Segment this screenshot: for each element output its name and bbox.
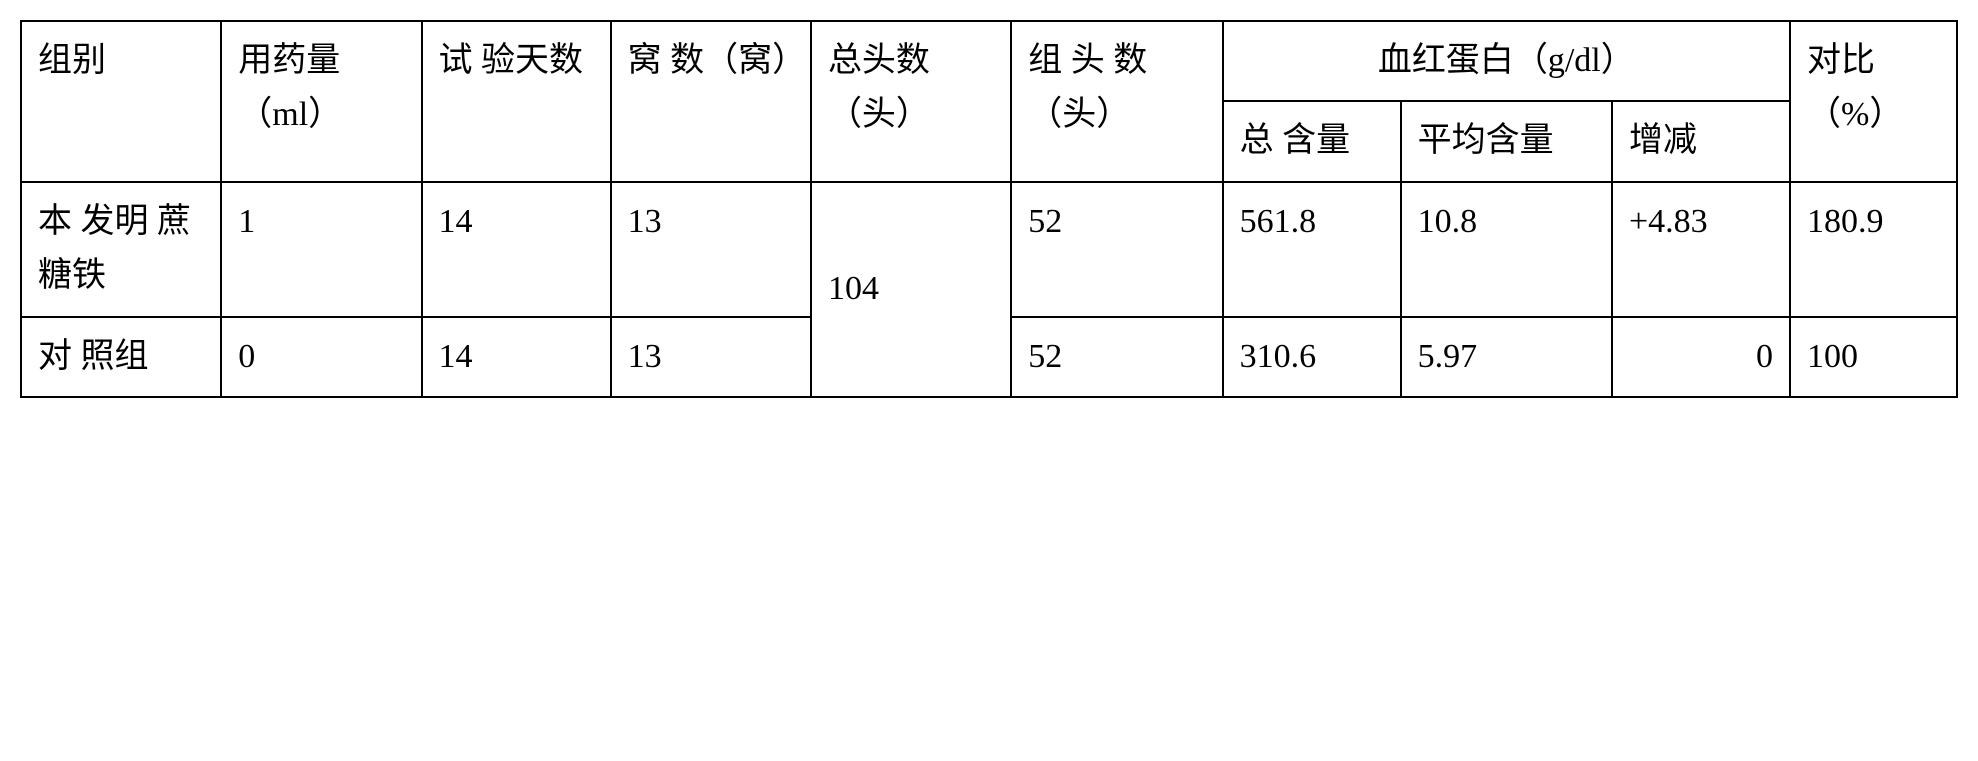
- header-change: 增减: [1612, 101, 1790, 181]
- cell-avg-content-2: 5.97: [1401, 317, 1612, 397]
- table-row: 本 发明 蔗糖铁 1 14 13 104 52 561.8 10.8 +4.83…: [21, 182, 1957, 317]
- cell-group-heads-1: 52: [1011, 182, 1222, 317]
- cell-group-2: 对 照组: [21, 317, 221, 397]
- header-group-heads: 组 头 数（头）: [1011, 21, 1222, 182]
- cell-litter-count-1: 13: [611, 182, 811, 317]
- cell-trial-days-2: 14: [422, 317, 611, 397]
- header-total-heads: 总头数（头）: [811, 21, 1011, 182]
- cell-group-heads-2: 52: [1011, 317, 1222, 397]
- cell-trial-days-1: 14: [422, 182, 611, 317]
- header-compare: 对比（%）: [1790, 21, 1957, 182]
- cell-total-content-2: 310.6: [1223, 317, 1401, 397]
- cell-change-2: 0: [1612, 317, 1790, 397]
- cell-change-1: +4.83: [1612, 182, 1790, 317]
- header-group: 组别: [21, 21, 221, 182]
- header-litter-count: 窝 数（窝）: [611, 21, 811, 182]
- header-hemoglobin: 血红蛋白（g/dl）: [1223, 21, 1790, 101]
- cell-group-1: 本 发明 蔗糖铁: [21, 182, 221, 317]
- cell-dosage-2: 0: [221, 317, 421, 397]
- cell-dosage-1: 1: [221, 182, 421, 317]
- cell-total-heads: 104: [811, 182, 1011, 397]
- cell-compare-2: 100: [1790, 317, 1957, 397]
- cell-avg-content-1: 10.8: [1401, 182, 1612, 317]
- header-trial-days: 试 验天数: [422, 21, 611, 182]
- header-total-content: 总 含量: [1223, 101, 1401, 181]
- cell-litter-count-2: 13: [611, 317, 811, 397]
- header-avg-content: 平均含量: [1401, 101, 1612, 181]
- header-dosage: 用药量（ml）: [221, 21, 421, 182]
- cell-total-content-1: 561.8: [1223, 182, 1401, 317]
- data-table: 组别 用药量（ml） 试 验天数 窝 数（窝） 总头数（头） 组 头 数（头） …: [20, 20, 1958, 398]
- header-row-1: 组别 用药量（ml） 试 验天数 窝 数（窝） 总头数（头） 组 头 数（头） …: [21, 21, 1957, 101]
- cell-compare-1: 180.9: [1790, 182, 1957, 317]
